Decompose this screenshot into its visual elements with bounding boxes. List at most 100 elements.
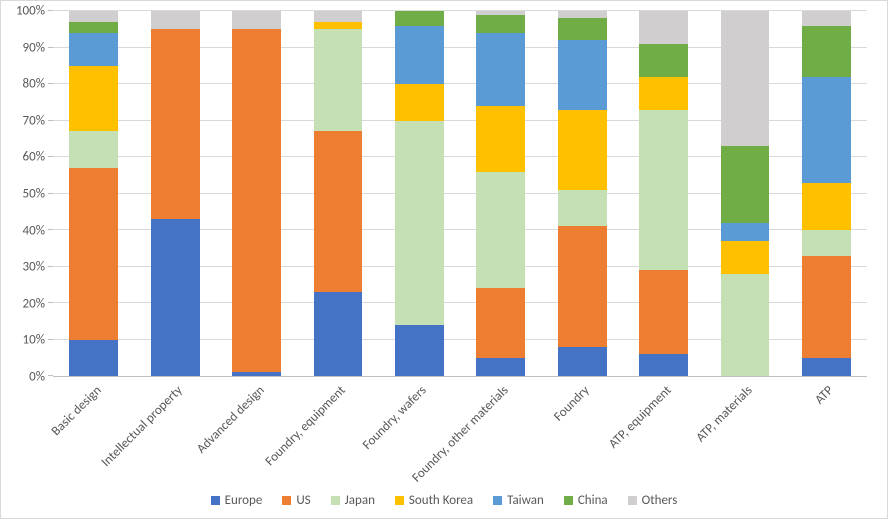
x-axis: Basic designIntellectual propertyAdvance… bbox=[53, 377, 867, 487]
bar-segment bbox=[558, 40, 607, 109]
y-tick-label: 80% bbox=[23, 77, 45, 92]
bar-segment bbox=[802, 358, 851, 376]
legend-swatch bbox=[282, 496, 291, 505]
bars-container bbox=[53, 11, 867, 376]
bar-segment bbox=[639, 77, 688, 110]
x-axis-spacer bbox=[1, 377, 53, 487]
x-tick-label: Foundry bbox=[551, 383, 592, 424]
bar-segment bbox=[314, 11, 363, 22]
bar-segment bbox=[69, 33, 118, 66]
bar-segment bbox=[69, 340, 118, 377]
bar-segment bbox=[151, 219, 200, 376]
bar-segment bbox=[802, 77, 851, 183]
legend-label: South Korea bbox=[409, 493, 473, 508]
bar-segment bbox=[69, 131, 118, 168]
bar-slot bbox=[53, 11, 134, 376]
bar-slot bbox=[460, 11, 541, 376]
y-tick-label: 70% bbox=[23, 113, 45, 128]
bar-segment bbox=[476, 33, 525, 106]
bar-segment bbox=[476, 106, 525, 172]
y-tick-label: 20% bbox=[23, 296, 45, 311]
bar-segment bbox=[639, 44, 688, 77]
y-tick-label: 50% bbox=[23, 187, 45, 202]
bar-segment bbox=[314, 29, 363, 131]
x-label-slot: ATP bbox=[786, 377, 867, 487]
y-tick-label: 0% bbox=[29, 370, 45, 385]
legend-swatch bbox=[395, 496, 404, 505]
legend-item: Taiwan bbox=[493, 493, 544, 508]
bar-segment bbox=[476, 15, 525, 33]
bar bbox=[395, 11, 444, 376]
bar-segment bbox=[721, 223, 770, 241]
x-label-slot: ATP, materials bbox=[704, 377, 785, 487]
y-tick-label: 40% bbox=[23, 223, 45, 238]
bar-segment bbox=[721, 146, 770, 223]
bar-segment bbox=[802, 26, 851, 77]
x-label-slot: Foundry bbox=[541, 377, 622, 487]
bar-slot bbox=[216, 11, 297, 376]
legend-label: US bbox=[296, 493, 310, 508]
bar-segment bbox=[395, 121, 444, 325]
bar-slot bbox=[379, 11, 460, 376]
y-tick-label: 100% bbox=[16, 4, 45, 19]
y-tick-label: 30% bbox=[23, 260, 45, 275]
bar-segment bbox=[802, 11, 851, 26]
x-label-slot: Foundry, equipment bbox=[297, 377, 378, 487]
legend-item: Others bbox=[628, 493, 678, 508]
bar-segment bbox=[314, 131, 363, 292]
bar bbox=[639, 11, 688, 376]
bar-segment bbox=[69, 22, 118, 33]
bar-segment bbox=[639, 11, 688, 44]
bar bbox=[802, 11, 851, 376]
x-label-slot: Basic design bbox=[53, 377, 134, 487]
bar-segment bbox=[721, 274, 770, 376]
bar-segment bbox=[802, 256, 851, 358]
bar-segment bbox=[232, 372, 281, 376]
legend-label: Others bbox=[642, 493, 678, 508]
legend-item: South Korea bbox=[395, 493, 473, 508]
y-tick-label: 10% bbox=[23, 333, 45, 348]
legend: EuropeUSJapanSouth KoreaTaiwanChinaOther… bbox=[1, 487, 887, 518]
bar bbox=[558, 11, 607, 376]
x-label-slot: Intellectual property bbox=[134, 377, 215, 487]
bar-segment bbox=[558, 190, 607, 227]
bar-segment bbox=[558, 226, 607, 346]
plot-area bbox=[53, 11, 867, 377]
bar-segment bbox=[476, 288, 525, 357]
bar-segment bbox=[151, 29, 200, 219]
bar-segment bbox=[639, 354, 688, 376]
bar-segment bbox=[558, 11, 607, 18]
bar-segment bbox=[314, 22, 363, 29]
legend-label: Europe bbox=[225, 493, 263, 508]
bar bbox=[476, 11, 525, 376]
legend-item: China bbox=[564, 493, 608, 508]
x-tick-label: ATP bbox=[813, 383, 837, 407]
bar-segment bbox=[232, 29, 281, 372]
stacked-bar-chart: 0% 10% 20% 30% 40% 50% 60% 70% 80% 90% 100% Basic … bbox=[0, 0, 888, 519]
bar-segment bbox=[69, 66, 118, 132]
bar-segment bbox=[558, 347, 607, 376]
bar-segment bbox=[721, 241, 770, 274]
x-axis-row: Basic designIntellectual propertyAdvance… bbox=[1, 377, 887, 487]
bar bbox=[721, 11, 770, 376]
x-label-slot: Foundry, other materials bbox=[460, 377, 541, 487]
legend-item: Europe bbox=[211, 493, 263, 508]
bar-segment bbox=[558, 18, 607, 40]
legend-swatch bbox=[331, 496, 340, 505]
y-tick-label: 60% bbox=[23, 150, 45, 165]
bar-segment bbox=[721, 11, 770, 146]
bar-segment bbox=[639, 270, 688, 354]
bar-segment bbox=[314, 292, 363, 376]
bar bbox=[314, 11, 363, 376]
bar bbox=[232, 11, 281, 376]
bar-slot bbox=[297, 11, 378, 376]
legend-label: Taiwan bbox=[507, 493, 544, 508]
bar-slot bbox=[704, 11, 785, 376]
bar bbox=[69, 11, 118, 376]
bar-segment bbox=[395, 325, 444, 376]
y-tick-label: 90% bbox=[23, 40, 45, 55]
x-label-slot: ATP, equipment bbox=[623, 377, 704, 487]
legend-item: US bbox=[282, 493, 310, 508]
legend-swatch bbox=[493, 496, 502, 505]
bar-segment bbox=[151, 11, 200, 29]
